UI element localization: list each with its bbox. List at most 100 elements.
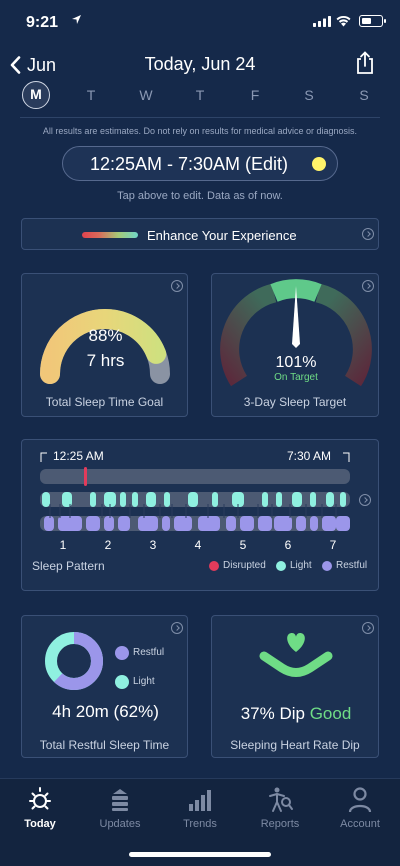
restful-value: 4h 20m (62%)	[52, 702, 159, 721]
sleep-pattern-card[interactable]: 12:25 AM 7:30 AM 1 2 3 4 5 6 7 Sleep Pat…	[21, 439, 379, 591]
sleep-goal-gauge	[40, 309, 170, 384]
chevron-right-icon	[362, 622, 374, 634]
chevron-right-icon	[171, 280, 183, 292]
light-segment	[212, 492, 218, 507]
home-indicator	[129, 852, 271, 857]
restful-legend-dot	[115, 646, 129, 660]
chevron-right-icon	[359, 494, 371, 506]
hour-tick-label: 3	[149, 538, 157, 552]
restful-sleep-card[interactable]: Restful Light 4h 20m (62%) Total Restful…	[21, 615, 188, 758]
restful-segment	[274, 516, 292, 531]
hour-tick-label: 5	[239, 538, 247, 552]
status-time: 9:21	[26, 14, 59, 31]
chevron-left-icon	[10, 56, 21, 74]
account-icon	[348, 787, 372, 813]
legend-restful-dot	[322, 561, 332, 571]
legend-light-dot	[276, 561, 286, 571]
day-sunday[interactable]: S	[359, 87, 369, 103]
heart-dip-value: 37% Dip	[240, 704, 305, 723]
restful-segment	[162, 516, 170, 531]
disclaimer-text: All results are estimates. Do not rely o…	[42, 126, 358, 136]
restful-track	[40, 516, 350, 531]
time-range-label: 12:25AM - 7:30AM (Edit)	[89, 154, 289, 174]
sleep-pattern-ticks	[49, 504, 337, 518]
tab-updates[interactable]: Updates	[80, 779, 160, 835]
sleep-target-card[interactable]: 101% On Target 3-Day Sleep Target	[211, 273, 379, 417]
restful-segment	[296, 516, 306, 531]
restful-legend-label: Restful	[133, 647, 165, 658]
restful-segment	[58, 516, 82, 531]
sleep-goal-label: Total Sleep Time Goal	[45, 395, 164, 409]
back-button[interactable]: Jun	[10, 52, 56, 78]
hour-tick-label: 6	[284, 538, 292, 552]
light-segment	[42, 492, 50, 507]
divider	[20, 117, 380, 118]
tab-account-label: Account	[340, 818, 380, 830]
tab-trends[interactable]: Trends	[160, 779, 240, 835]
share-icon[interactable]	[355, 51, 375, 75]
day-wednesday[interactable]: W	[139, 87, 153, 103]
light-segment	[340, 492, 346, 507]
tab-today[interactable]: Today	[0, 779, 80, 835]
light-segment	[62, 492, 72, 507]
hour-tick-label: 7	[329, 538, 337, 552]
hour-tick-label: 1	[59, 538, 67, 552]
time-range-button[interactable]: 12:25AM - 7:30AM (Edit)	[62, 146, 338, 181]
heart-dip-icon	[259, 633, 333, 677]
enhance-experience-button[interactable]: Enhance Your Experience	[21, 218, 379, 250]
sun-icon	[29, 787, 51, 810]
restful-segment	[240, 516, 254, 531]
light-legend-dot	[115, 675, 129, 689]
light-track	[40, 492, 350, 507]
restful-segment	[138, 516, 158, 531]
sleep-goal-card[interactable]: 88% 7 hrs Total Sleep Time Goal	[21, 273, 188, 417]
reports-icon	[269, 787, 293, 812]
tab-trends-label: Trends	[183, 818, 217, 830]
sleep-start-time: 12:25 AM	[53, 449, 104, 463]
page-title: Today, Jun 24	[144, 54, 256, 74]
wifi-icon	[336, 15, 351, 27]
heart-rate-dip-card[interactable]: 37% Dip Good Sleeping Heart Rate Dip	[211, 615, 379, 758]
heart-dip-row: 37% Dip Good	[212, 704, 380, 724]
day-saturday[interactable]: S	[304, 87, 314, 103]
bracket-left-icon	[40, 452, 47, 462]
light-segment	[120, 492, 126, 507]
light-segment	[276, 492, 282, 507]
tab-account[interactable]: Account	[320, 779, 400, 835]
trends-icon	[189, 790, 211, 811]
tab-reports[interactable]: Reports	[240, 779, 320, 835]
light-segment	[146, 492, 156, 507]
week-selector: M T W T F S S	[0, 81, 400, 111]
restful-segment	[86, 516, 100, 531]
light-segment	[232, 492, 244, 507]
restful-segment	[310, 516, 318, 531]
restful-label: Total Restful Sleep Time	[39, 738, 170, 752]
sleep-target-label: 3-Day Sleep Target	[243, 395, 347, 409]
restful-segment	[44, 516, 54, 531]
disrupted-track	[40, 467, 350, 486]
chevron-right-icon	[362, 280, 374, 292]
back-label: Jun	[27, 54, 57, 75]
restful-segment	[258, 516, 272, 531]
sleep-pattern-title: Sleep Pattern	[32, 559, 105, 573]
light-segment	[104, 492, 116, 507]
restful-segment	[118, 516, 130, 531]
heart-dip-label: Sleeping Heart Rate Dip	[230, 738, 360, 752]
day-friday[interactable]: F	[250, 87, 260, 103]
tab-updates-label: Updates	[99, 818, 141, 830]
updates-icon	[112, 789, 128, 811]
restful-donut-chart	[45, 632, 103, 690]
legend-disrupted-label: Disrupted	[223, 560, 266, 571]
sleep-target-percent: 101%	[275, 354, 317, 371]
bracket-right-icon	[343, 452, 350, 462]
light-segment	[326, 492, 334, 507]
day-monday[interactable]: M	[22, 81, 50, 109]
day-tuesday[interactable]: T	[86, 87, 96, 103]
cell-signal-icon	[313, 16, 331, 27]
light-segment	[90, 492, 96, 507]
chevron-right-icon	[362, 228, 374, 240]
light-segment	[164, 492, 170, 507]
day-thursday[interactable]: T	[195, 87, 205, 103]
sleep-target-status: On Target	[274, 372, 318, 383]
legend-disrupted-dot	[209, 561, 219, 571]
